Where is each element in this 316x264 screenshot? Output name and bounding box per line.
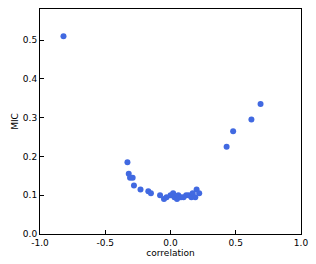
svg-text:0.0: 0.0 [23, 229, 38, 239]
svg-text:-0.5: -0.5 [96, 238, 114, 248]
svg-text:0.0: 0.0 [163, 238, 178, 248]
svg-text:0.3: 0.3 [23, 113, 37, 123]
svg-text:0.5: 0.5 [23, 35, 37, 45]
svg-text:0.1: 0.1 [23, 190, 37, 200]
svg-text:-1.0: -1.0 [31, 238, 49, 248]
svg-text:correlation: correlation [146, 248, 194, 258]
svg-text:0.2: 0.2 [23, 152, 37, 162]
svg-text:MIC: MIC [10, 113, 20, 130]
svg-text:0.5: 0.5 [229, 238, 243, 248]
svg-text:1.0: 1.0 [294, 238, 309, 248]
svg-text:0.4: 0.4 [23, 74, 38, 84]
